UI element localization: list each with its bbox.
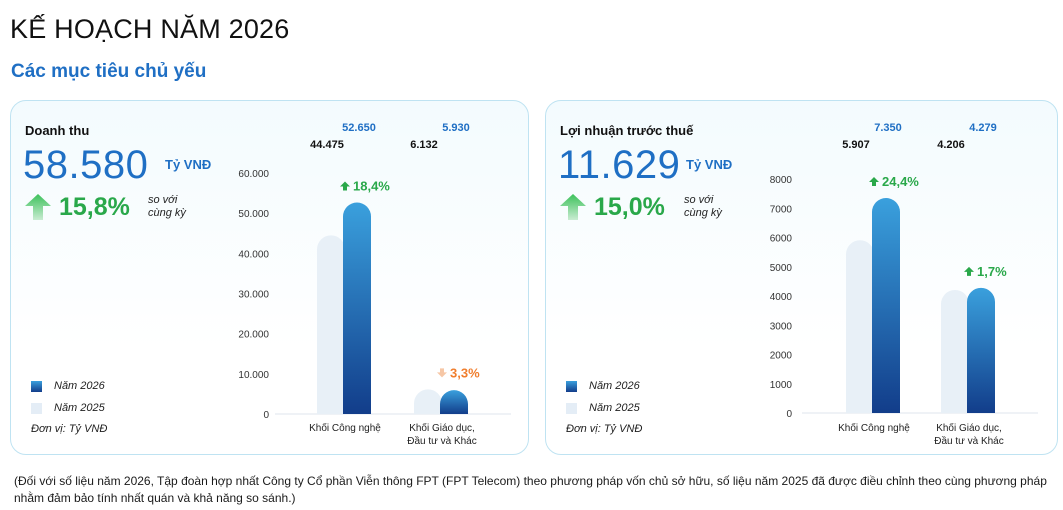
top-value-2025: 4.206 bbox=[937, 139, 965, 151]
y-tick-label: 1000 bbox=[770, 380, 793, 391]
revenue-panel: Doanh thu 58.580 Tỷ VNĐ 15,8% so với cùn… bbox=[10, 100, 529, 455]
category-label: Đầu tư và Khác bbox=[934, 435, 1004, 447]
y-tick-label: 50.000 bbox=[238, 209, 269, 220]
footnote: (Đối với số liệu năm 2026, Tập đoàn hợp … bbox=[14, 474, 1047, 505]
category-label: Khối Giáo dục, bbox=[936, 422, 1002, 434]
growth-percent: 15,8% bbox=[59, 193, 130, 221]
legend-label: Năm 2025 bbox=[589, 402, 640, 414]
top-value-2025: 44.475 bbox=[310, 139, 344, 151]
growth-up-arrow-icon bbox=[964, 266, 974, 276]
unit-note: Đơn vị: Tỷ VNĐ bbox=[31, 423, 108, 435]
legend-item-2026: Năm 2026 bbox=[566, 380, 640, 392]
y-tick-label: 60.000 bbox=[238, 169, 269, 180]
legend-swatch-2025 bbox=[566, 402, 577, 414]
growth-note: so với cùng kỳ bbox=[684, 194, 722, 220]
top-value-2026: 5.930 bbox=[442, 122, 470, 134]
page-title: KẾ HOẠCH NĂM 2026 bbox=[10, 14, 290, 44]
legend-swatch-2025 bbox=[31, 402, 42, 414]
category-label: Khối Công nghệ bbox=[838, 422, 910, 434]
growth-up-arrow-icon bbox=[25, 194, 51, 220]
kpi-value: 11.629 bbox=[558, 143, 681, 187]
legend-label: Năm 2026 bbox=[589, 380, 640, 392]
y-tick-label: 7000 bbox=[770, 204, 793, 215]
y-tick-label: 8000 bbox=[770, 175, 793, 186]
category-label: Khối Giáo dục, bbox=[409, 422, 475, 434]
y-tick-label: 40.000 bbox=[238, 249, 269, 260]
page-subtitle: Các mục tiêu chủ yếu bbox=[11, 61, 207, 82]
y-tick-label: 5000 bbox=[770, 263, 793, 274]
growth-percent: 15,0% bbox=[594, 193, 665, 221]
y-tick-label: 10.000 bbox=[238, 370, 269, 381]
y-tick-label: 3000 bbox=[770, 321, 793, 332]
top-value-2026: 7.350 bbox=[874, 122, 902, 134]
bar-growth-label: 24,4% bbox=[882, 174, 919, 189]
growth-up-arrow-icon bbox=[869, 177, 879, 187]
bar-growth-label: 18,4% bbox=[353, 179, 390, 194]
unit-note: Đơn vị: Tỷ VNĐ bbox=[566, 423, 643, 435]
legend-item-2025: Năm 2025 bbox=[31, 402, 105, 414]
top-value-2026: 52.650 bbox=[342, 122, 376, 134]
bar-2026 bbox=[343, 202, 371, 414]
category-label: Đầu tư và Khác bbox=[407, 435, 477, 447]
top-value-2025: 6.132 bbox=[410, 139, 438, 151]
revenue-bar-chart: 0 10.000 20.000 30.000 40.000 50.000 60.000 18,… bbox=[238, 122, 511, 447]
growth-up-arrow-icon bbox=[340, 181, 350, 191]
growth-note: so với cùng kỳ bbox=[148, 194, 186, 220]
bar-growth-label: 1,7% bbox=[977, 264, 1007, 279]
kpi-label: Lợi nhuận trước thuế bbox=[560, 123, 694, 138]
kpi-value: 58.580 bbox=[23, 143, 149, 187]
legend-label: Năm 2025 bbox=[54, 402, 105, 414]
profit-bar-chart: 0 1000 2000 3000 4000 5000 6000 7000 8000 24,4% 7.… bbox=[770, 122, 1038, 447]
bar-2025 bbox=[941, 289, 969, 413]
bar-growth-label: 3,3% bbox=[450, 365, 480, 380]
legend-swatch-2026 bbox=[31, 380, 42, 392]
y-tick-label: 30.000 bbox=[238, 290, 269, 301]
legend-label: Năm 2026 bbox=[54, 380, 105, 392]
bar-2025 bbox=[414, 389, 442, 414]
y-tick-label: 0 bbox=[263, 410, 269, 421]
bar-2026 bbox=[872, 198, 900, 413]
legend-item-2026: Năm 2026 bbox=[31, 380, 105, 392]
y-tick-label: 6000 bbox=[770, 234, 793, 245]
profit-panel: Lợi nhuận trước thuế 11.629 Tỷ VNĐ 15,0%… bbox=[545, 100, 1058, 455]
bar-2026 bbox=[440, 390, 468, 414]
bar-2025 bbox=[846, 240, 874, 413]
growth-up-arrow-icon bbox=[560, 194, 586, 220]
bar-2025 bbox=[317, 235, 345, 414]
y-tick-label: 2000 bbox=[770, 351, 793, 362]
kpi-unit: Tỷ VNĐ bbox=[686, 157, 733, 172]
y-tick-label: 4000 bbox=[770, 292, 793, 303]
growth-note-line: so với cùng kỳ bbox=[684, 194, 722, 219]
top-value-2025: 5.907 bbox=[842, 139, 870, 151]
y-tick-label: 0 bbox=[786, 409, 792, 420]
bar-2026 bbox=[967, 287, 995, 413]
kpi-unit: Tỷ VNĐ bbox=[165, 157, 212, 172]
growth-down-arrow-icon bbox=[437, 368, 447, 378]
legend-item-2025: Năm 2025 bbox=[566, 402, 640, 414]
growth-note-line: so với cùng kỳ bbox=[148, 194, 186, 219]
category-label: Khối Công nghệ bbox=[309, 422, 381, 434]
top-value-2026: 4.279 bbox=[969, 122, 997, 134]
legend-swatch-2026 bbox=[566, 380, 577, 392]
y-tick-label: 20.000 bbox=[238, 330, 269, 341]
kpi-label: Doanh thu bbox=[25, 123, 90, 138]
